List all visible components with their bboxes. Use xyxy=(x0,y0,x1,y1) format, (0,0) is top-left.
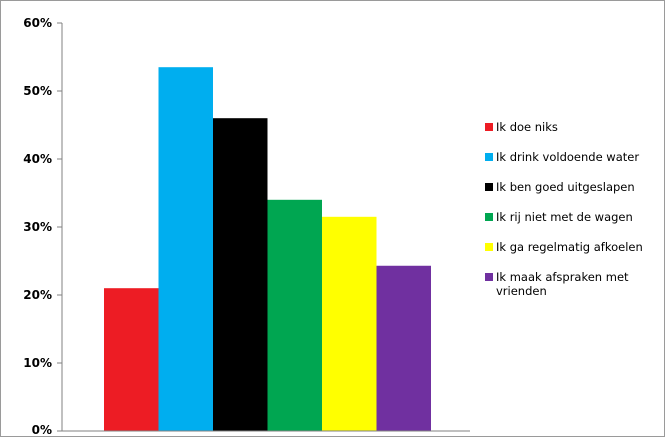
bar-2 xyxy=(158,67,213,431)
y-tick-label: 50% xyxy=(23,84,52,98)
legend-label: Ik maak afspraken met vrienden xyxy=(496,270,629,298)
y-tick-label: 20% xyxy=(23,288,52,302)
legend-label: Ik rij niet met de wagen xyxy=(496,210,633,224)
legend-item: Ik drink voldoende water xyxy=(485,150,660,164)
bar-4 xyxy=(267,199,322,431)
y-tick-label: 40% xyxy=(23,152,52,166)
legend-label: Ik doe niks xyxy=(496,120,558,134)
y-tick-label: 60% xyxy=(23,16,52,30)
legend-label: Ik ben goed uitgeslapen xyxy=(496,180,635,194)
legend-swatch xyxy=(485,243,493,251)
bars xyxy=(104,67,431,431)
bar-3 xyxy=(213,118,268,431)
legend: Ik doe niks Ik drink voldoende water Ik be… xyxy=(485,120,660,314)
legend-item: Ik rij niet met de wagen xyxy=(485,210,660,224)
y-tick-label: 0% xyxy=(32,423,52,437)
legend-item: Ik doe niks xyxy=(485,120,660,134)
y-tick-label: 10% xyxy=(23,356,52,370)
bar-1 xyxy=(104,288,159,431)
y-tick-label: 30% xyxy=(23,220,52,234)
y-axis-ticks: 0% 10% 20% 30% 40% 50% 60% xyxy=(23,16,62,437)
legend-item: Ik maak afspraken met vrienden xyxy=(485,270,660,298)
legend-swatch xyxy=(485,273,493,281)
bar-5 xyxy=(322,216,377,431)
bar-6 xyxy=(376,265,431,431)
legend-item: Ik ga regelmatig afkoelen xyxy=(485,240,660,254)
legend-swatch xyxy=(485,123,493,131)
legend-swatch xyxy=(485,153,493,161)
legend-swatch xyxy=(485,213,493,221)
legend-item: Ik ben goed uitgeslapen xyxy=(485,180,660,194)
legend-label: Ik drink voldoende water xyxy=(496,150,640,164)
legend-swatch xyxy=(485,183,493,191)
legend-label: Ik ga regelmatig afkoelen xyxy=(496,240,643,254)
